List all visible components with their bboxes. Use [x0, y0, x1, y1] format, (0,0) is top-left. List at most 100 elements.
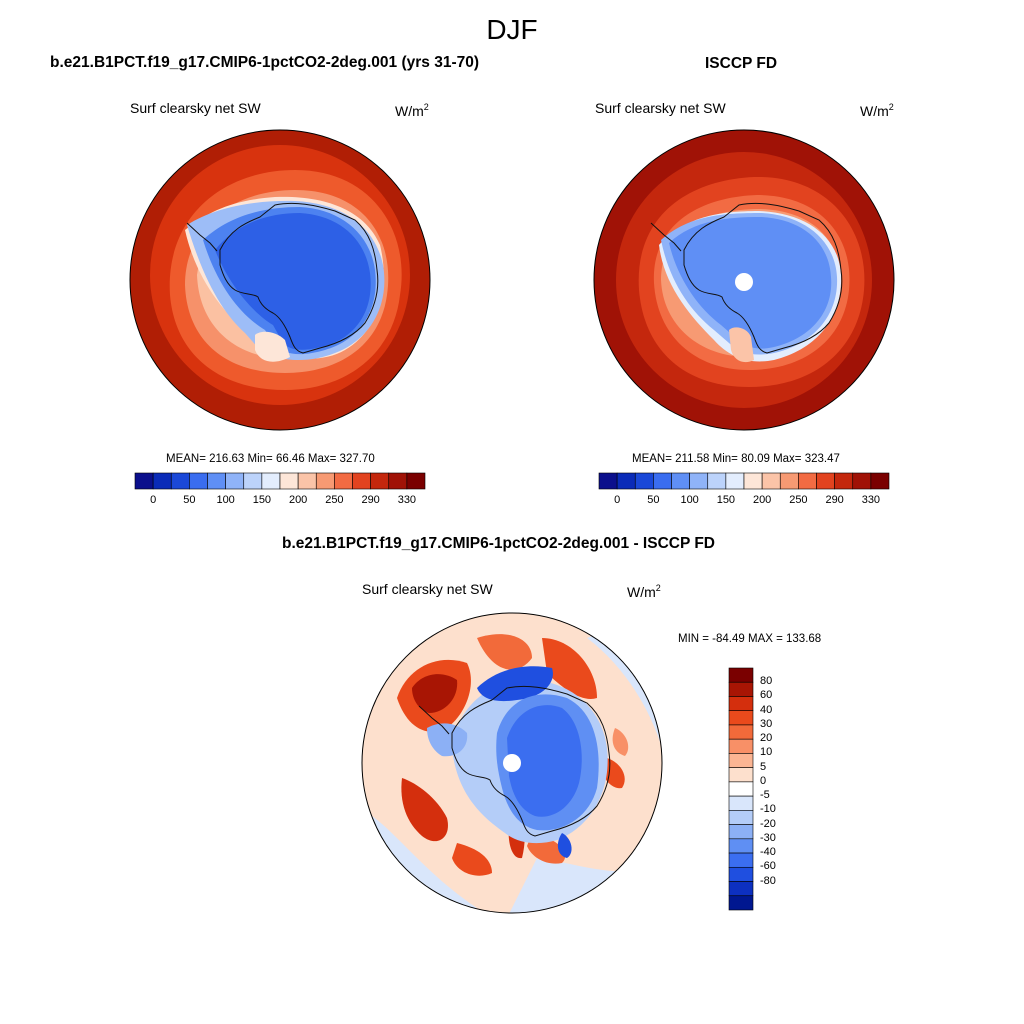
panel-2-colorbar-swatch — [598, 472, 618, 490]
panel-3-colorbar-swatch — [728, 810, 754, 825]
panel-1-colorbar-ticks: 0 50 100 150 200 250 290 330 — [135, 494, 425, 510]
panel-2-colorbar-swatch — [653, 472, 672, 490]
panel-1-colorbar-swatch — [189, 472, 208, 490]
panel-2-colorbar-tick-label: 150 — [716, 494, 736, 506]
panel-1-stats: MEAN= 216.63 Min= 66.46 Max= 327.70 — [166, 453, 375, 465]
panel-1-colorbar-tick-label: 290 — [361, 494, 380, 506]
panel-3-title: b.e21.B1PCT.f19_g17.CMIP6-1pctCO2-2deg.0… — [282, 535, 715, 552]
panel-2-polar-map — [593, 129, 895, 431]
panel-2-colorbar-ticks: 0 50 100 150 200 250 290 330 — [599, 494, 889, 510]
panel-3-colorbar-swatch — [728, 710, 754, 726]
panel-2-variable-label: Surf clearsky net SW — [595, 100, 726, 116]
panel-2-colorbar-tick-label: 330 — [861, 494, 881, 506]
panel-2-colorbar-tick-label: 100 — [680, 494, 699, 506]
panel-3-colorbar-swatch — [728, 781, 754, 797]
panel-1-units-label: W/m2 — [395, 102, 429, 119]
panel-1-colorbar-swatch — [352, 472, 371, 490]
panel-1-colorbar-swatch — [388, 472, 408, 490]
panel-1-polar-map — [129, 129, 431, 431]
panel-3-colorbar-swatch — [728, 724, 754, 740]
panel-3-colorbar-tick-label: -40 — [760, 846, 776, 859]
panel-3-colorbar-tick-label: -60 — [760, 860, 776, 873]
panel-2-title: ISCCP FD — [705, 55, 778, 72]
panel-3-colorbar-swatch — [728, 667, 754, 683]
panel-1-colorbar-swatch — [225, 472, 245, 490]
panel-3-stats: MIN = -84.49 MAX = 133.68 — [678, 633, 822, 645]
panel-2-colorbar-swatch — [816, 472, 835, 490]
panel-3-colorbar-ticks: 80 60 40 30 20 10 5 0 -5 -10 -20 -30 -40 -60 -80 — [760, 668, 800, 910]
panel-1-colorbar-swatch — [370, 472, 390, 490]
panel-3-colorbar-tick-label: -80 — [760, 874, 776, 887]
panel-3-colorbar-swatch — [728, 852, 754, 868]
panel-3-colorbar-swatch — [728, 738, 754, 754]
panel-1-colorbar-tick-label: 0 — [150, 494, 157, 506]
panel-3-colorbar-tick-label: 10 — [760, 746, 773, 759]
panel-1-colorbar-swatch — [243, 472, 263, 490]
panel-2-colorbar-swatch — [671, 472, 690, 490]
panel-2-colorbar-swatch — [616, 472, 636, 490]
panel-3-colorbar-swatch — [728, 824, 754, 840]
panel-3-colorbar — [728, 667, 754, 911]
panel-1-colorbar — [134, 472, 426, 490]
panel-1-colorbar-tick-label: 150 — [252, 494, 272, 506]
panel-1-colorbar-tick-label: 200 — [288, 494, 308, 506]
panel-3-colorbar-swatch — [728, 696, 754, 712]
panel-3-variable-label: Surf clearsky net SW — [362, 581, 493, 597]
panel-3-colorbar-tick-label: -5 — [760, 789, 770, 802]
panel-1-colorbar-swatch — [406, 472, 426, 490]
panel-3-colorbar-tick-label: -20 — [760, 817, 776, 830]
panel-1-colorbar-tick-label: 250 — [325, 494, 344, 506]
panel-2-colorbar-swatch — [743, 472, 763, 490]
panel-2-colorbar-swatch — [725, 472, 745, 490]
panel-3-colorbar-tick-label: 30 — [760, 717, 773, 730]
panel-2-colorbar-tick-label: 50 — [647, 494, 660, 506]
panel-2-colorbar-swatch — [761, 472, 781, 490]
panel-2-colorbar-tick-label: 0 — [614, 494, 621, 506]
panel-1-colorbar-swatch — [134, 472, 154, 490]
panel-3-polar-map — [361, 612, 663, 914]
panel-1-colorbar-swatch — [297, 472, 317, 490]
panel-3-colorbar-tick-label: 60 — [760, 689, 773, 702]
panel-2-colorbar-swatch — [870, 472, 890, 490]
panel-1-colorbar-tick-label: 330 — [397, 494, 417, 506]
panel-2-colorbar-tick-label: 200 — [752, 494, 772, 506]
panel-1-colorbar-swatch — [315, 472, 335, 490]
panel-3-colorbar-tick-label: 5 — [760, 760, 767, 773]
panel-3-colorbar-swatch — [728, 681, 754, 697]
panel-3-units-label: W/m2 — [627, 583, 661, 600]
panel-3-colorbar-tick-label: 80 — [760, 675, 773, 688]
figure-title: DJF — [486, 14, 538, 45]
panel-1-colorbar-swatch — [152, 472, 172, 490]
panel-3-colorbar-swatch — [728, 866, 754, 882]
panel-3-colorbar-swatch — [728, 753, 754, 768]
panel-1-colorbar-swatch — [207, 472, 226, 490]
panel-1-title: b.e21.B1PCT.f19_g17.CMIP6-1pctCO2-2deg.0… — [50, 54, 480, 71]
panel-2-colorbar-tick-label: 290 — [825, 494, 844, 506]
panel-2-colorbar-swatch — [852, 472, 872, 490]
panel-3-colorbar-swatch — [728, 881, 754, 897]
panel-1-colorbar-swatch — [170, 472, 190, 490]
panel-3-colorbar-tick-label: -30 — [760, 831, 776, 844]
panel-1-colorbar-swatch — [279, 472, 299, 490]
panel-2-colorbar-swatch — [634, 472, 654, 490]
panel-3-colorbar-tick-label: 0 — [760, 774, 767, 787]
panel-3-colorbar-swatch — [728, 795, 754, 811]
panel-2-colorbar-swatch — [798, 472, 817, 490]
panel-3-colorbar-tick-label: -10 — [760, 803, 776, 816]
panel-1-colorbar-swatch — [261, 472, 281, 490]
panel-2-stats: MEAN= 211.58 Min= 80.09 Max= 323.47 — [632, 453, 840, 465]
panel-2-colorbar-swatch — [834, 472, 854, 490]
panel-3-colorbar-swatch — [728, 895, 754, 911]
panel-2-colorbar — [598, 472, 890, 490]
panel-3-colorbar-tick-label: 40 — [760, 703, 773, 716]
panel-3-colorbar-tick-label: 20 — [760, 732, 773, 745]
panel-3-colorbar-swatch — [728, 767, 754, 783]
panel-2-colorbar-swatch — [707, 472, 727, 490]
panel-1-colorbar-tick-label: 100 — [216, 494, 235, 506]
panel-1-colorbar-swatch — [334, 472, 353, 490]
panel-2-colorbar-tick-label: 250 — [789, 494, 808, 506]
panel-1-colorbar-tick-label: 50 — [183, 494, 196, 506]
panel-1-variable-label: Surf clearsky net SW — [130, 100, 261, 116]
panel-2-colorbar-swatch — [779, 472, 799, 490]
panel-2-units-label: W/m2 — [860, 102, 894, 119]
